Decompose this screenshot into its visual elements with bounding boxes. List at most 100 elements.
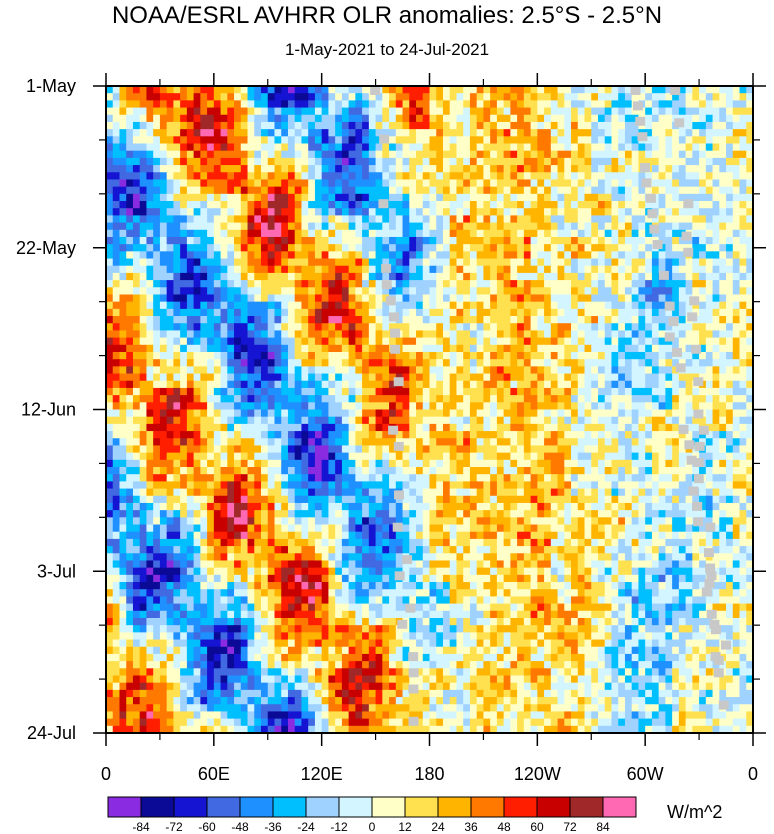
anomaly-cell [726, 136, 734, 145]
anomaly-cell [409, 272, 417, 281]
anomaly-cell [402, 244, 410, 252]
anomaly-cell [564, 165, 572, 173]
anomaly-cell [348, 157, 356, 166]
anomaly-cell [557, 129, 565, 137]
anomaly-cell [726, 265, 734, 274]
anomaly-cell [173, 294, 181, 303]
anomaly-cell [159, 438, 168, 447]
anomaly-cell [139, 236, 148, 245]
anomaly-cell [665, 244, 673, 252]
anomaly-cell [469, 150, 478, 159]
anomaly-cell [510, 193, 518, 202]
anomaly-cell [638, 272, 646, 281]
anomaly-cell [139, 129, 148, 137]
anomaly-cell [712, 186, 720, 195]
anomaly-cell [139, 157, 148, 166]
anomaly-cell [591, 215, 599, 224]
anomaly-cell [530, 186, 538, 195]
anomaly-cell [220, 359, 228, 367]
anomaly-cell [267, 244, 276, 252]
anomaly-cell [348, 316, 356, 324]
anomaly-cell [692, 193, 700, 202]
anomaly-cell [416, 114, 424, 123]
anomaly-cell [254, 294, 262, 303]
anomaly-cell [584, 344, 592, 353]
anomaly-cell [422, 380, 431, 389]
anomaly-cell [281, 423, 289, 432]
anomaly-cell [678, 143, 687, 152]
anomaly-cell [207, 287, 215, 296]
anomaly-cell [530, 129, 538, 137]
anomaly-cell [247, 445, 255, 454]
anomaly-cell [685, 265, 693, 274]
anomaly-cell [496, 136, 505, 145]
anomaly-cell [362, 172, 370, 181]
anomaly-cell [456, 165, 464, 173]
anomaly-cell [503, 157, 511, 166]
anomaly-cell [712, 251, 720, 260]
anomaly-cell [375, 236, 383, 245]
anomaly-cell [355, 121, 363, 130]
anomaly-cell [409, 172, 417, 181]
anomaly-cell [476, 258, 485, 267]
anomaly-cell [624, 423, 633, 432]
anomaly-cell [321, 165, 330, 173]
anomaly-cell [624, 100, 633, 109]
anomaly-cell [247, 229, 255, 238]
anomaly-cell [409, 402, 417, 411]
anomaly-cell [429, 222, 437, 231]
anomaly-cell [267, 409, 276, 418]
anomaly-cell [517, 294, 525, 303]
anomaly-cell [490, 423, 498, 432]
anomaly-cell [234, 136, 242, 145]
anomaly-cell [409, 157, 417, 166]
anomaly-cell [665, 287, 673, 296]
anomaly-cell [429, 280, 437, 288]
anomaly-cell [328, 373, 336, 382]
anomaly-cell [173, 129, 181, 137]
anomaly-cell [631, 351, 640, 360]
anomaly-cell [321, 121, 330, 130]
anomaly-cell [604, 93, 613, 101]
anomaly-cell [496, 294, 505, 303]
anomaly-cell [389, 201, 397, 209]
anomaly-cell [207, 172, 215, 181]
anomaly-cell [672, 423, 680, 432]
anomaly-cell [153, 265, 161, 274]
anomaly-cell [308, 157, 316, 166]
anomaly-cell [321, 222, 330, 231]
anomaly-cell [402, 323, 410, 332]
anomaly-cell [240, 186, 249, 195]
anomaly-cell [530, 193, 538, 202]
anomaly-cell [645, 201, 653, 209]
anomaly-cell [294, 287, 303, 296]
anomaly-cell [173, 100, 181, 109]
anomaly-cell [469, 129, 478, 137]
anomaly-cell [308, 129, 316, 137]
anomaly-cell [490, 272, 498, 281]
anomaly-cell [496, 86, 505, 94]
anomaly-cell [159, 229, 168, 238]
anomaly-cell [490, 316, 498, 324]
anomaly-cell [476, 452, 485, 461]
anomaly-cell [328, 100, 336, 109]
anomaly-cell [166, 107, 174, 116]
anomaly-cell [429, 86, 437, 94]
anomaly-cell [166, 308, 174, 317]
anomaly-cell [597, 330, 606, 339]
anomaly-cell [523, 323, 532, 332]
anomaly-cell [301, 208, 309, 216]
anomaly-cell [611, 208, 619, 216]
anomaly-cell [523, 100, 532, 109]
anomaly-cell [463, 416, 471, 425]
anomaly-cell [456, 380, 464, 389]
anomaly-cell [375, 287, 383, 296]
anomaly-cell [355, 136, 363, 145]
anomaly-cell [234, 157, 242, 166]
anomaly-cell [166, 373, 174, 382]
anomaly-cell [618, 244, 626, 252]
anomaly-cell [247, 316, 255, 324]
anomaly-cell [267, 193, 276, 202]
anomaly-cell [658, 445, 666, 454]
anomaly-cell [281, 86, 289, 94]
